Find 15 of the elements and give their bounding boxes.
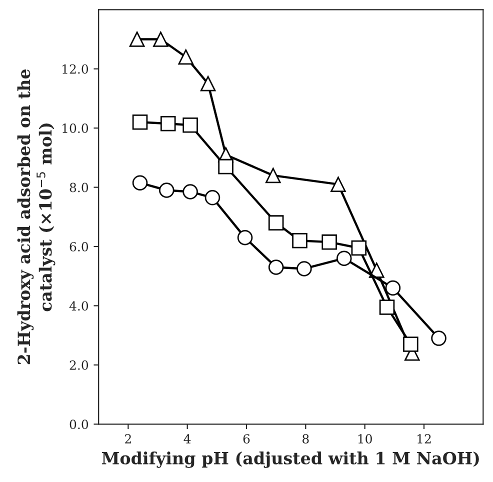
y-tick-label: 4.0 bbox=[69, 301, 88, 311]
x-tick-label: 8 bbox=[302, 434, 309, 444]
x-tick-label: 2 bbox=[125, 434, 131, 444]
y-tick-label: 12.0 bbox=[62, 64, 88, 74]
x-tick-label: 4 bbox=[184, 434, 191, 444]
x-axis-title: Modifying pH (adjusted with 1 M NaOH) bbox=[102, 452, 479, 468]
y-tick-label: 6.0 bbox=[70, 242, 88, 252]
x-tick-label: 6 bbox=[243, 434, 250, 444]
y-tick-label: 2.0 bbox=[70, 360, 88, 370]
y-axis-title: 2-Hydroxy acid adsorbed on the catalyst (×10$^{−5}$ mol) bbox=[17, 69, 56, 364]
y-tick-label: 8.0 bbox=[70, 182, 88, 192]
y-tick-label: 10.0 bbox=[62, 124, 88, 133]
y-tick-label: 0.0 bbox=[70, 420, 88, 430]
x-tick-label: 10 bbox=[358, 434, 372, 444]
x-tick-label: 12 bbox=[418, 434, 431, 444]
